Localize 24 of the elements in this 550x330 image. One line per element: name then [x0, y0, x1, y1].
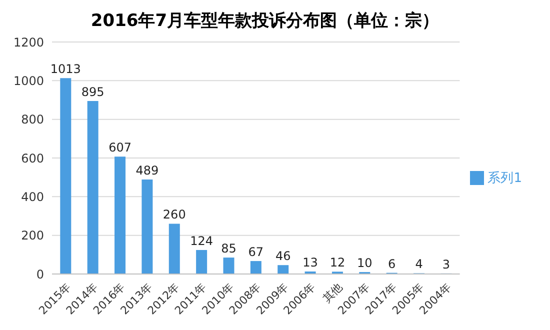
y-tick-label: 1000: [13, 74, 44, 88]
data-label: 12: [330, 256, 346, 270]
data-label: 124: [190, 234, 214, 248]
y-tick-label: 200: [21, 228, 44, 243]
data-label: 10: [357, 256, 372, 270]
y-tick-label: 800: [21, 112, 44, 127]
data-label: 260: [162, 208, 186, 222]
y-tick-label: 400: [21, 190, 44, 204]
data-label: 4: [415, 257, 423, 272]
data-label: 46: [275, 249, 291, 264]
legend-label: 系列1: [488, 171, 522, 186]
data-label: 85: [221, 242, 236, 256]
y-tick-label: 1200: [13, 35, 44, 50]
data-label: 607: [108, 140, 132, 155]
data-label: 895: [81, 84, 104, 99]
chart-title: 2016年7月车型年款投诉分布图（单位：宗）: [90, 10, 440, 33]
data-label: 3: [442, 257, 450, 272]
data-label: 6: [388, 256, 396, 271]
data-label: 13: [302, 255, 318, 270]
data-label: 1013: [50, 62, 81, 76]
data-label: 489: [136, 163, 159, 178]
data-label: 67: [248, 245, 264, 260]
y-tick-label: 0: [36, 267, 44, 282]
y-tick-label: 600: [21, 151, 44, 166]
